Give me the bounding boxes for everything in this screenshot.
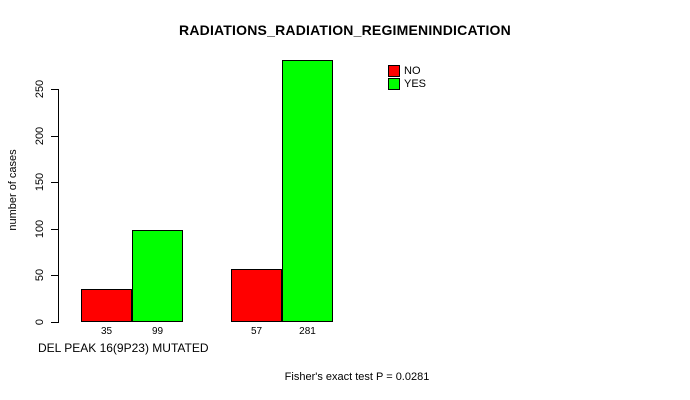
y-axis-tick	[51, 229, 58, 230]
bar-yes-group1	[132, 229, 183, 322]
bar-no-group2	[231, 268, 282, 322]
bar-no-group1	[81, 289, 132, 322]
legend: NO YES	[388, 65, 426, 91]
y-axis-line	[58, 89, 59, 323]
y-axis-tick	[51, 322, 58, 323]
fisher-test-annotation: Fisher's exact test P = 0.0281	[284, 371, 430, 383]
y-tick-label: 200	[34, 126, 46, 146]
bar-yes-group2	[282, 60, 333, 322]
bar-value-label: 281	[299, 326, 316, 337]
bar-value-label: 99	[151, 326, 164, 337]
bar-value-label: 57	[250, 326, 263, 337]
legend-label-no: NO	[404, 65, 421, 77]
y-tick-label: 50	[34, 268, 46, 282]
legend-item-no: NO	[388, 65, 426, 77]
y-tick-label: 0	[34, 318, 46, 326]
legend-swatch-no-icon	[388, 65, 400, 77]
x-axis-title: DEL PEAK 16(9P23) MUTATED	[38, 341, 209, 355]
bar-value-label: 35	[100, 326, 113, 337]
chart-title: RADIATIONS_RADIATION_REGIMENINDICATION	[179, 22, 511, 38]
legend-label-yes: YES	[404, 78, 427, 90]
y-axis-tick	[51, 182, 58, 183]
legend-item-yes: YES	[388, 78, 426, 90]
y-tick-label: 250	[34, 79, 46, 99]
y-axis-tick	[51, 89, 58, 90]
y-tick-label: 150	[34, 172, 46, 192]
y-axis-tick	[51, 275, 58, 276]
legend-swatch-yes-icon	[388, 78, 400, 90]
y-tick-label: 100	[34, 219, 46, 239]
y-axis-tick	[51, 136, 58, 137]
